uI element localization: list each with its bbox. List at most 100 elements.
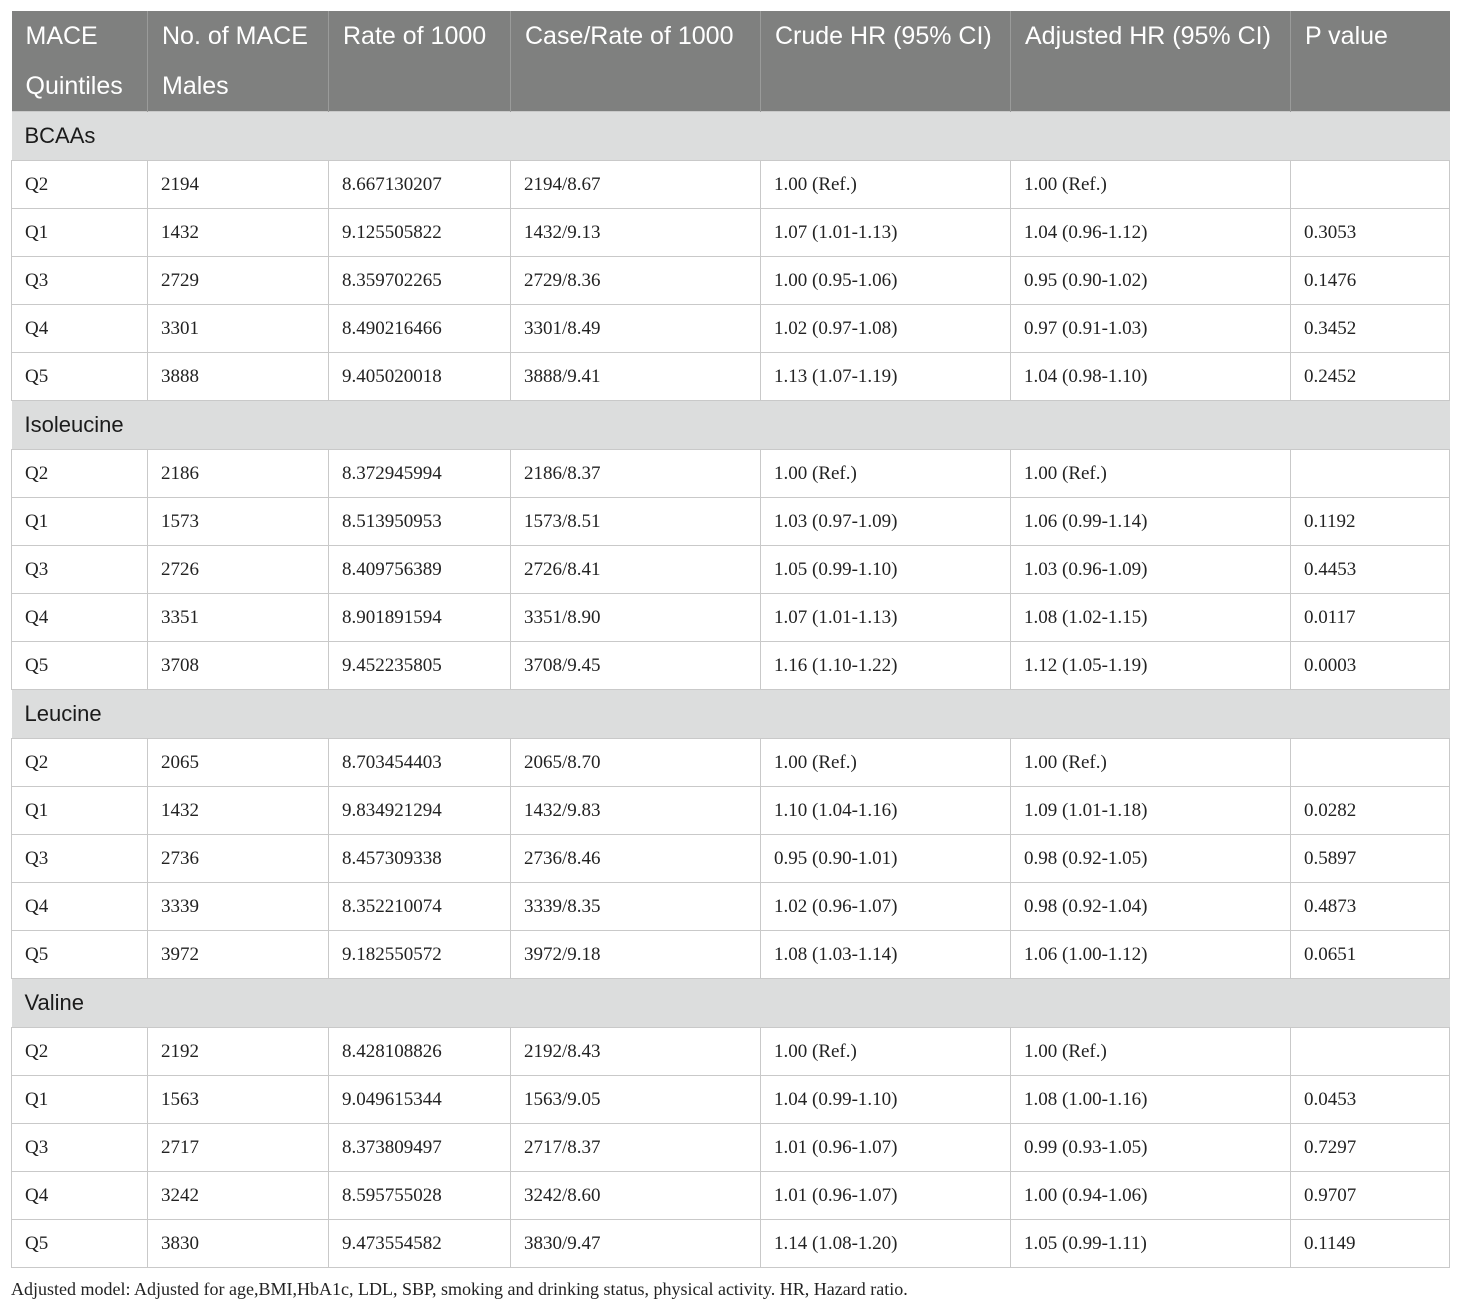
table-cell: 0.97 (0.91-1.03): [1010, 304, 1291, 353]
table-cell: 1573/8.51: [510, 497, 761, 546]
header-cell-case-rate: Case/Rate of 1000: [510, 11, 761, 61]
table-row: Q5 3830 9.473554582 3830/9.47 1.14 (1.08-1.2…: [11, 1219, 1450, 1268]
table-cell: 2717: [147, 1123, 329, 1172]
table-cell: 2729: [147, 256, 329, 305]
table-cell: 1.00 (0.95-1.06): [760, 256, 1011, 305]
table-cell: 0.7297: [1290, 1123, 1450, 1172]
table-row: Q5 3888 9.405020018 3888/9.41 1.13 (1.07-1.1…: [11, 352, 1450, 401]
table-cell: [1290, 1027, 1450, 1076]
table-cell: 0.3452: [1290, 304, 1450, 353]
table-cell: 1563: [147, 1075, 329, 1124]
header-cell-rate: Rate of 1000: [328, 11, 511, 61]
table-row: Q2 2186 8.372945994 2186/8.37 1.00 (Ref.) 1.0…: [11, 449, 1450, 498]
table-cell: 1.04 (0.96-1.12): [1010, 208, 1291, 257]
table-cell: 1.04 (0.98-1.10): [1010, 352, 1291, 401]
section-row-isoleucine: Isoleucine: [11, 400, 1450, 450]
table-cell: 3972: [147, 930, 329, 979]
table-row: Q4 3351 8.901891594 3351/8.90 1.07 (1.01-1.1…: [11, 593, 1450, 642]
header-cell-empty: [1290, 61, 1450, 112]
table-cell: 3301: [147, 304, 329, 353]
table-cell: [1290, 160, 1450, 209]
table-body: BCAAs Q2 2194 8.667130207 2194/8.67 1.00 (Ref…: [11, 111, 1450, 1268]
header-cell-crude-hr: Crude HR (95% CI): [760, 11, 1011, 61]
table-cell: 2065: [147, 738, 329, 787]
table-cell: 8.359702265: [328, 256, 511, 305]
table-cell: 9.049615344: [328, 1075, 511, 1124]
table-cell: 2192/8.43: [510, 1027, 761, 1076]
table-cell: 2192: [147, 1027, 329, 1076]
table-row: Q2 2065 8.703454403 2065/8.70 1.00 (Ref.) 1.0…: [11, 738, 1450, 787]
table-row: Q3 2729 8.359702265 2729/8.36 1.00 (0.95-1.0…: [11, 256, 1450, 305]
table-cell: 1.00 (Ref.): [1010, 738, 1291, 787]
table-cell: 1.00 (Ref.): [760, 160, 1011, 209]
table-cell: 1.14 (1.08-1.20): [760, 1219, 1011, 1268]
table-cell: 0.98 (0.92-1.04): [1010, 882, 1291, 931]
section-row-leucine: Leucine: [11, 689, 1450, 739]
table-cell: 1.07 (1.01-1.13): [760, 208, 1011, 257]
table-cell: 2726: [147, 545, 329, 594]
section-label: Valine: [11, 978, 1450, 1028]
table-cell: 0.0651: [1290, 930, 1450, 979]
header-cell-males: Males: [147, 61, 329, 112]
table-cell: 8.667130207: [328, 160, 511, 209]
table-cell: 3888: [147, 352, 329, 401]
table-cell: 1.06 (1.00-1.12): [1010, 930, 1291, 979]
table-cell: 0.9707: [1290, 1171, 1450, 1220]
mace-quintiles-table: MACE No. of MACE Rate of 1000 Case/Rate …: [11, 11, 1450, 1268]
table-cell: Q2: [11, 160, 148, 209]
table-cell: 1.00 (Ref.): [760, 449, 1011, 498]
table-cell: 0.1192: [1290, 497, 1450, 546]
header-row-2: Quintiles Males: [11, 61, 1450, 112]
table-cell: 0.0003: [1290, 641, 1450, 690]
table-cell: 8.457309338: [328, 834, 511, 883]
table-cell: Q2: [11, 449, 148, 498]
table-cell: 8.703454403: [328, 738, 511, 787]
table-cell: 0.99 (0.93-1.05): [1010, 1123, 1291, 1172]
section-label: Isoleucine: [11, 400, 1450, 450]
table-cell: 1.10 (1.04-1.16): [760, 786, 1011, 835]
table-footnote: Adjusted model: Adjusted for age,BMI,HbA…: [11, 1279, 908, 1299]
table-row: Q1 1432 9.834921294 1432/9.83 1.10 (1.04-1.1…: [11, 786, 1450, 835]
table-cell: 9.125505822: [328, 208, 511, 257]
table-cell: 1.16 (1.10-1.22): [760, 641, 1011, 690]
table-cell: 2194/8.67: [510, 160, 761, 209]
section-row-bcaas: BCAAs: [11, 111, 1450, 161]
table-cell: 1.03 (0.96-1.09): [1010, 545, 1291, 594]
section-label: BCAAs: [11, 111, 1450, 161]
table-row: Q4 3339 8.352210074 3339/8.35 1.02 (0.96-1.0…: [11, 882, 1450, 931]
table-cell: 1.03 (0.97-1.09): [760, 497, 1011, 546]
table-cell: Q2: [11, 738, 148, 787]
table-cell: 8.513950953: [328, 497, 511, 546]
table-cell: 1432: [147, 786, 329, 835]
table-cell: 1.00 (Ref.): [760, 1027, 1011, 1076]
header-cell-empty: [760, 61, 1011, 112]
table-cell: 2736/8.46: [510, 834, 761, 883]
table-row: Q4 3301 8.490216466 3301/8.49 1.02 (0.97-1.0…: [11, 304, 1450, 353]
table-cell: 1.01 (0.96-1.07): [760, 1123, 1011, 1172]
table-cell: Q2: [11, 1027, 148, 1076]
table-cell: 3242: [147, 1171, 329, 1220]
table-cell: 1432: [147, 208, 329, 257]
table-cell: 1432/9.13: [510, 208, 761, 257]
table-cell: 1.00 (Ref.): [1010, 160, 1291, 209]
header-cell-p-value: P value: [1290, 11, 1450, 61]
table-cell: 2726/8.41: [510, 545, 761, 594]
table-cell: 0.4453: [1290, 545, 1450, 594]
table-cell: Q1: [11, 208, 148, 257]
table-cell: 8.409756389: [328, 545, 511, 594]
table-cell: 8.595755028: [328, 1171, 511, 1220]
table-cell: 3708: [147, 641, 329, 690]
table-header: MACE No. of MACE Rate of 1000 Case/Rate …: [11, 11, 1450, 112]
table-cell: 1.05 (0.99-1.11): [1010, 1219, 1291, 1268]
table-cell: 1563/9.05: [510, 1075, 761, 1124]
table-cell: 8.372945994: [328, 449, 511, 498]
table-cell: Q5: [11, 1219, 148, 1268]
table-cell: 1.00 (0.94-1.06): [1010, 1171, 1291, 1220]
table-cell: 1.12 (1.05-1.19): [1010, 641, 1291, 690]
table-cell: Q5: [11, 641, 148, 690]
table-cell: 1.13 (1.07-1.19): [760, 352, 1011, 401]
mace-table-container: MACE No. of MACE Rate of 1000 Case/Rate …: [11, 11, 1450, 1268]
table-cell: Q1: [11, 497, 148, 546]
table-cell: Q5: [11, 352, 148, 401]
table-cell: 0.95 (0.90-1.02): [1010, 256, 1291, 305]
